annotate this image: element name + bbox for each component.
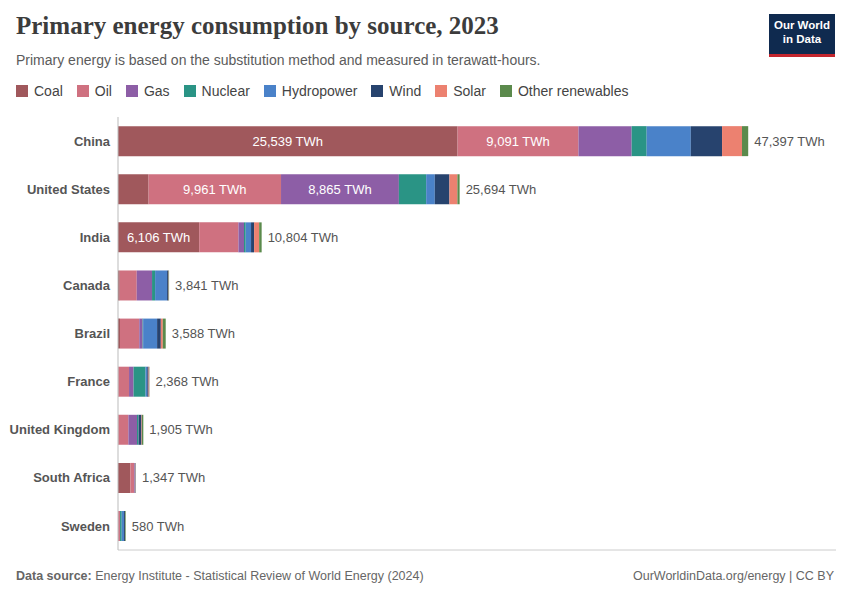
svg-text:8,865 TWh: 8,865 TWh <box>308 182 371 197</box>
html-text:Nuclear: Nuclear <box>201 83 250 99</box>
svg-text:United Kingdom: United Kingdom <box>10 422 110 437</box>
svg-text:3,841 TWh: 3,841 TWh <box>175 278 238 293</box>
svg-text:1,347 TWh: 1,347 TWh <box>142 470 205 485</box>
html-text:OurWorldinData.org/energy | CC: OurWorldinData.org/energy | CC BY <box>633 569 834 583</box>
svg-text:1,905 TWh: 1,905 TWh <box>149 422 212 437</box>
svg-text:2,368 TWh: 2,368 TWh <box>155 374 218 389</box>
svg-text:India: India <box>80 230 111 245</box>
html-text:Primary energy consumption by: Primary energy consumption by source, 20… <box>16 12 499 39</box>
svg-text:6,106 TWh: 6,106 TWh <box>127 230 190 245</box>
svg-text:9,961 TWh: 9,961 TWh <box>183 182 246 197</box>
html-text:Oil: Oil <box>94 83 112 99</box>
svg-text:10,804 TWh: 10,804 TWh <box>268 230 339 245</box>
svg-text:580 TWh: 580 TWh <box>132 519 185 534</box>
svg-text:Sweden: Sweden <box>61 519 110 534</box>
svg-text:3,588 TWh: 3,588 TWh <box>172 326 235 341</box>
html-text:Hydropower: Hydropower <box>281 83 358 99</box>
svg-text:25,694 TWh: 25,694 TWh <box>466 182 537 197</box>
html-text:Primary energy is based on the: Primary energy is based on the substitut… <box>16 52 541 68</box>
svg-text:China: China <box>74 134 111 149</box>
html-text:Wind: Wind <box>389 83 422 99</box>
html-text:Other renewables: Other renewables <box>517 83 629 99</box>
html-text:Solar: Solar <box>453 83 486 99</box>
svg-text:Brazil: Brazil <box>75 326 110 341</box>
html-text:Data source: Energy Institute: Data source: Energy Institute - Statisti… <box>16 569 424 583</box>
html-text:Coal: Coal <box>34 83 63 99</box>
svg-text:9,091 TWh: 9,091 TWh <box>486 134 549 149</box>
svg-text:25,539 TWh: 25,539 TWh <box>252 134 323 149</box>
html-text:Gas: Gas <box>143 83 170 99</box>
svg-text:Canada: Canada <box>63 278 111 293</box>
svg-text:United States: United States <box>27 182 110 197</box>
svg-text:47,397 TWh: 47,397 TWh <box>754 134 825 149</box>
svg-text:South Africa: South Africa <box>33 470 111 485</box>
html-text:Our World in Data: Our World in Data <box>774 19 830 45</box>
svg-text:France: France <box>67 374 110 389</box>
